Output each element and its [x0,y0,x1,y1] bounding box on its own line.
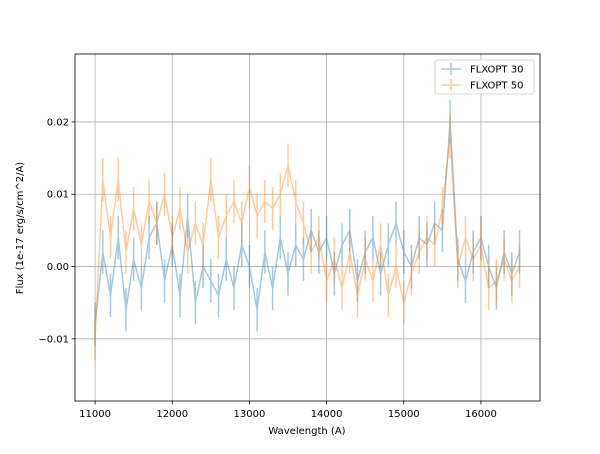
grid-lines [75,54,540,401]
y-tick-label: 0.01 [47,190,69,201]
y-axis-label: Flux (1e-17 erg/s/cm^2/A) [15,162,26,294]
series-flxopt-30 [94,100,521,347]
x-tick-label: 14000 [311,409,343,420]
plot-frame [74,53,541,402]
legend-marker [441,63,461,75]
x-tick-label: 11000 [79,409,111,420]
series-line [94,136,521,339]
x-axis-label: Wavelength (A) [268,426,345,437]
axis-ticks: 11000 12000 13000 14000 15000 16000 −0.01 0.00 0… [38,117,497,420]
y-tick-label: 0.00 [47,262,69,273]
x-tick-label: 12000 [156,409,188,420]
legend-marker [441,79,461,91]
legend: FLXOPT 30 FLXOPT 50 [434,59,535,95]
x-tick-label: 15000 [388,409,420,420]
legend-label: FLXOPT 30 [470,65,523,76]
x-tick-label: 13000 [234,409,266,420]
y-tick-label: −0.01 [38,334,69,345]
x-tick-label: 16000 [465,409,497,420]
series-flxopt-50 [94,114,521,361]
legend-label: FLXOPT 50 [470,81,523,92]
series-layer [94,100,521,361]
y-tick-label: 0.02 [47,117,69,128]
series-line [94,121,521,325]
